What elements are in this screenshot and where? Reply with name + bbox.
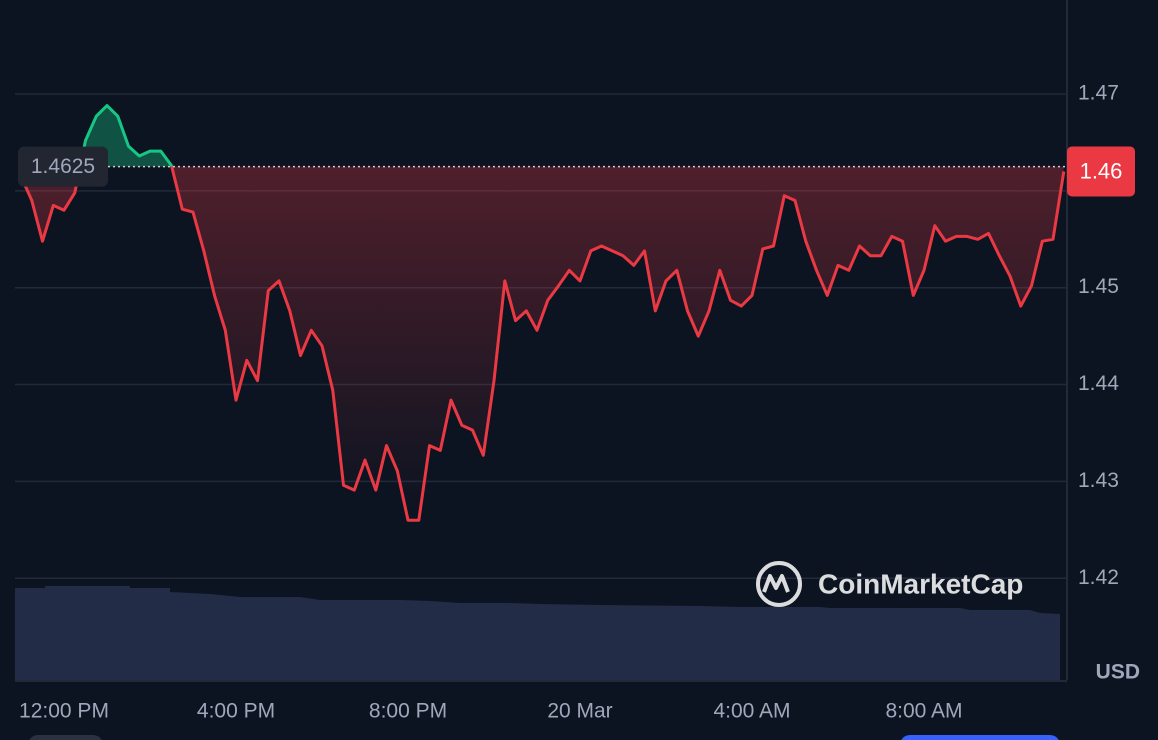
y-tick-label: 1.42 [1078, 566, 1119, 589]
range-button[interactable] [900, 735, 1060, 740]
volume-area [15, 586, 1060, 680]
price-tag-label: 1.46 [1080, 158, 1123, 183]
x-tick-label: 8:00 AM [885, 700, 962, 723]
logo [756, 561, 802, 607]
x-tick-label: 12:00 PM [19, 700, 109, 723]
plot: 1.42 1.43 1.44 1.45 1.46 1.47 12:00 PM 4:00 PM 8… [15, 82, 1135, 723]
watermark-text: CoinMarketCap [818, 568, 1023, 599]
reference-badge [18, 146, 108, 187]
price-tag [1067, 146, 1135, 197]
price-line [19, 104, 1066, 522]
x-tick-label: 8:00 PM [369, 700, 447, 723]
y-tick-label: 1.44 [1078, 372, 1119, 395]
reference-label: 1.4625 [31, 155, 95, 178]
currency-label: USD [1096, 661, 1140, 684]
y-tick-label: 1.47 [1078, 82, 1119, 105]
x-tick-label: 20 Mar [547, 700, 612, 723]
y-tick-label: 1.45 [1078, 275, 1119, 298]
x-tick-label: 4:00 AM [713, 700, 790, 723]
y-tick-label: 1.43 [1078, 469, 1119, 492]
watermark: CoinMarketCap [756, 561, 1023, 607]
logo [762, 574, 790, 593]
x-tick-label: 4:00 PM [197, 700, 275, 723]
range-button[interactable] [28, 735, 103, 740]
